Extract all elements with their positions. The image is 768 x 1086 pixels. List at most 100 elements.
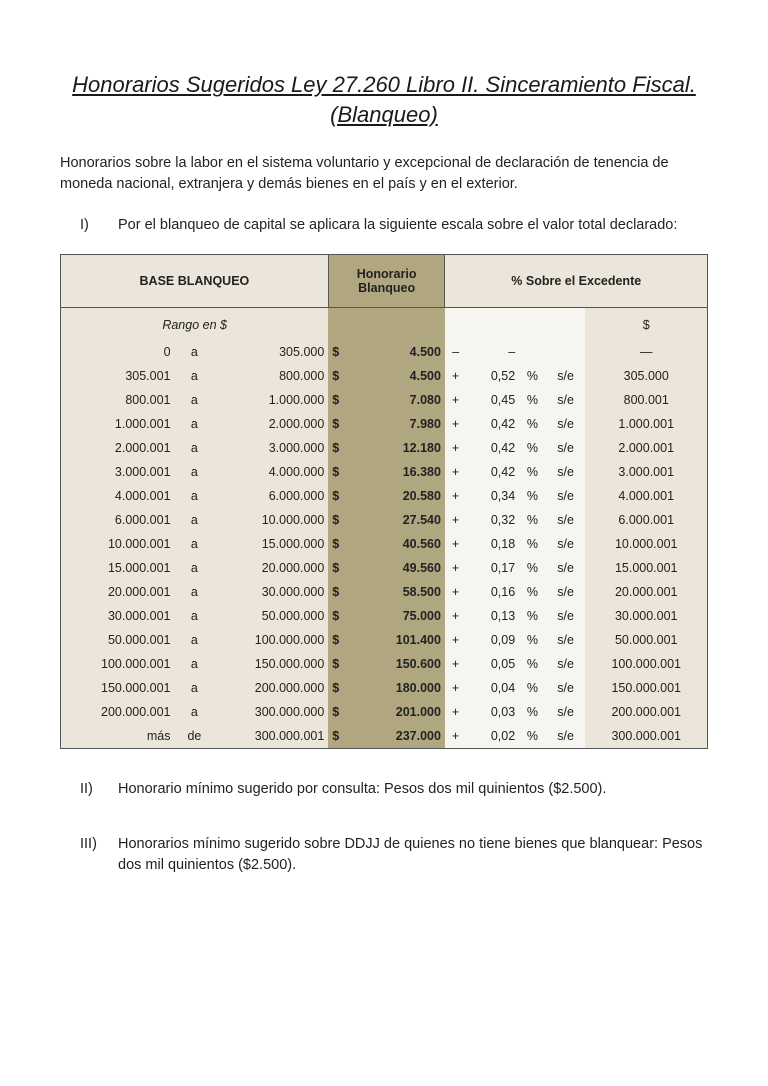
table-row: 30.000.001a50.000.000$75.000+0,13%s/e30.…: [61, 604, 708, 628]
cell-se: s/e: [546, 556, 586, 580]
cell-to: 150.000.000: [214, 652, 328, 676]
cell-pct: 0,16: [466, 580, 519, 604]
cell-mid: a: [175, 460, 215, 484]
cell-se: s/e: [546, 532, 586, 556]
cell-se: s/e: [546, 436, 586, 460]
cell-mid: a: [175, 364, 215, 388]
cell-se: s/e: [546, 484, 586, 508]
cell-from: 30.000.001: [61, 604, 175, 628]
cell-to: 305.000: [214, 340, 328, 364]
cell-hon-currency: $: [328, 412, 352, 436]
table-row: 100.000.001a150.000.000$150.600+0,05%s/e…: [61, 652, 708, 676]
cell-mid: a: [175, 604, 215, 628]
cell-pct: 0,18: [466, 532, 519, 556]
cell-base: 10.000.001: [585, 532, 707, 556]
cell-from: 50.000.001: [61, 628, 175, 652]
cell-plus: +: [445, 532, 466, 556]
cell-base: 800.001: [585, 388, 707, 412]
item-i: I) Por el blanqueo de capital se aplicar…: [60, 215, 708, 236]
cell-hon-currency: $: [328, 532, 352, 556]
cell-se: s/e: [546, 580, 586, 604]
table-row: másde300.000.001$237.000+0,02%s/e300.000…: [61, 724, 708, 749]
item-ii-text: Honorario mínimo sugerido por consulta: …: [118, 779, 708, 800]
cell-hon-value: 4.500: [352, 364, 445, 388]
cell-base: 15.000.001: [585, 556, 707, 580]
cell-pct: 0,32: [466, 508, 519, 532]
cell-plus: +: [445, 436, 466, 460]
cell-hon-currency: $: [328, 364, 352, 388]
cell-pct-sym: %: [519, 580, 546, 604]
item-iii-num: III): [60, 834, 118, 876]
cell-se: s/e: [546, 508, 586, 532]
table-row: 0a305.000$4.500––—: [61, 340, 708, 364]
item-iii-text: Honorarios mínimo sugerido sobre DDJJ de…: [118, 834, 708, 876]
cell-hon-currency: $: [328, 700, 352, 724]
cell-from: 10.000.001: [61, 532, 175, 556]
cell-se: s/e: [546, 460, 586, 484]
cell-pct: 0,42: [466, 412, 519, 436]
cell-from: 150.000.001: [61, 676, 175, 700]
cell-plus: +: [445, 580, 466, 604]
th-excedente: % Sobre el Excedente: [445, 255, 708, 308]
cell-to: 4.000.000: [214, 460, 328, 484]
cell-se: s/e: [546, 364, 586, 388]
cell-hon-value: 16.380: [352, 460, 445, 484]
cell-to: 20.000.000: [214, 556, 328, 580]
cell-se: s/e: [546, 724, 586, 749]
fee-table-head: BASE BLANQUEO Honorario Blanqueo % Sobre…: [61, 255, 708, 308]
cell-hon-currency: $: [328, 460, 352, 484]
cell-to: 2.000.000: [214, 412, 328, 436]
cell-from: 2.000.001: [61, 436, 175, 460]
cell-pct-sym: [519, 340, 546, 364]
table-row: 800.001a1.000.000$7.080+0,45%s/e800.001: [61, 388, 708, 412]
cell-from: 0: [61, 340, 175, 364]
cell-from: 800.001: [61, 388, 175, 412]
item-ii: II) Honorario mínimo sugerido por consul…: [60, 779, 708, 800]
cell-hon-value: 7.080: [352, 388, 445, 412]
cell-pct: 0,09: [466, 628, 519, 652]
cell-pct-sym: %: [519, 628, 546, 652]
cell-from: 1.000.001: [61, 412, 175, 436]
page-title: Honorarios Sugeridos Ley 27.260 Libro II…: [60, 70, 708, 129]
th-honorario: Honorario Blanqueo: [328, 255, 445, 308]
cell-base: 100.000.001: [585, 652, 707, 676]
cell-to: 3.000.000: [214, 436, 328, 460]
cell-to: 100.000.000: [214, 628, 328, 652]
cell-hon-value: 12.180: [352, 436, 445, 460]
document-page: Honorarios Sugeridos Ley 27.260 Libro II…: [0, 0, 768, 954]
cell-from: 6.000.001: [61, 508, 175, 532]
cell-pct-sym: %: [519, 508, 546, 532]
cell-to: 300.000.001: [214, 724, 328, 749]
cell-hon-currency: $: [328, 724, 352, 749]
subhead-hon-blank: [328, 308, 445, 341]
cell-to: 6.000.000: [214, 484, 328, 508]
cell-plus: +: [445, 484, 466, 508]
cell-hon-value: 27.540: [352, 508, 445, 532]
table-row: 150.000.001a200.000.000$180.000+0,04%s/e…: [61, 676, 708, 700]
cell-plus: +: [445, 628, 466, 652]
cell-hon-currency: $: [328, 436, 352, 460]
cell-to: 1.000.000: [214, 388, 328, 412]
cell-hon-value: 4.500: [352, 340, 445, 364]
cell-se: s/e: [546, 676, 586, 700]
cell-se: s/e: [546, 652, 586, 676]
cell-se: s/e: [546, 604, 586, 628]
cell-to: 200.000.000: [214, 676, 328, 700]
cell-hon-value: 40.560: [352, 532, 445, 556]
cell-mid: a: [175, 484, 215, 508]
cell-mid: a: [175, 556, 215, 580]
cell-hon-value: 150.600: [352, 652, 445, 676]
table-row: 10.000.001a15.000.000$40.560+0,18%s/e10.…: [61, 532, 708, 556]
cell-hon-currency: $: [328, 484, 352, 508]
fee-table: BASE BLANQUEO Honorario Blanqueo % Sobre…: [60, 254, 708, 749]
cell-base: 50.000.001: [585, 628, 707, 652]
cell-hon-currency: $: [328, 508, 352, 532]
table-row: 4.000.001a6.000.000$20.580+0,34%s/e4.000…: [61, 484, 708, 508]
fee-table-body: Rango en $ $ 0a305.000$4.500––—305.001a8…: [61, 308, 708, 749]
cell-plus: +: [445, 724, 466, 749]
cell-hon-currency: $: [328, 652, 352, 676]
fee-table-subhead: Rango en $ $: [61, 308, 708, 341]
cell-base: 2.000.001: [585, 436, 707, 460]
cell-base: 1.000.001: [585, 412, 707, 436]
table-row: 15.000.001a20.000.000$49.560+0,17%s/e15.…: [61, 556, 708, 580]
